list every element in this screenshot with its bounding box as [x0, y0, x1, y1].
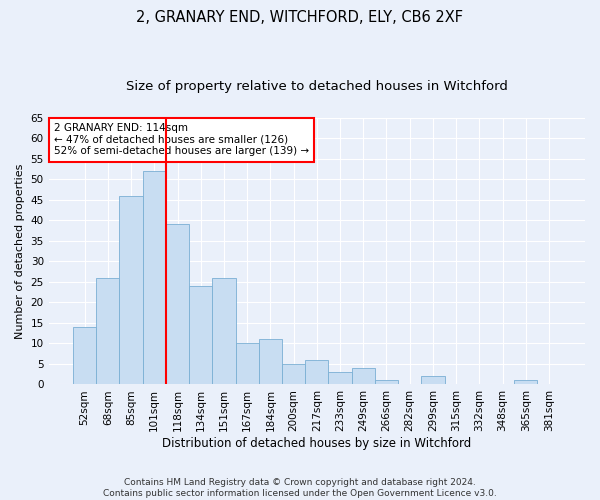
Bar — [352, 368, 375, 384]
Y-axis label: Number of detached properties: Number of detached properties — [15, 164, 25, 339]
Bar — [73, 327, 96, 384]
Text: 2, GRANARY END, WITCHFORD, ELY, CB6 2XF: 2, GRANARY END, WITCHFORD, ELY, CB6 2XF — [137, 10, 464, 25]
Bar — [189, 286, 212, 384]
Bar — [236, 344, 259, 384]
Bar — [259, 340, 282, 384]
Bar — [96, 278, 119, 384]
Text: Contains HM Land Registry data © Crown copyright and database right 2024.
Contai: Contains HM Land Registry data © Crown c… — [103, 478, 497, 498]
Text: 2 GRANARY END: 114sqm
← 47% of detached houses are smaller (126)
52% of semi-det: 2 GRANARY END: 114sqm ← 47% of detached … — [54, 123, 309, 156]
Bar — [282, 364, 305, 384]
Bar — [514, 380, 538, 384]
Bar — [166, 224, 189, 384]
X-axis label: Distribution of detached houses by size in Witchford: Distribution of detached houses by size … — [162, 437, 472, 450]
Bar — [305, 360, 328, 384]
Title: Size of property relative to detached houses in Witchford: Size of property relative to detached ho… — [126, 80, 508, 93]
Bar — [119, 196, 143, 384]
Bar — [143, 171, 166, 384]
Bar — [212, 278, 236, 384]
Bar — [375, 380, 398, 384]
Bar — [328, 372, 352, 384]
Bar — [421, 376, 445, 384]
